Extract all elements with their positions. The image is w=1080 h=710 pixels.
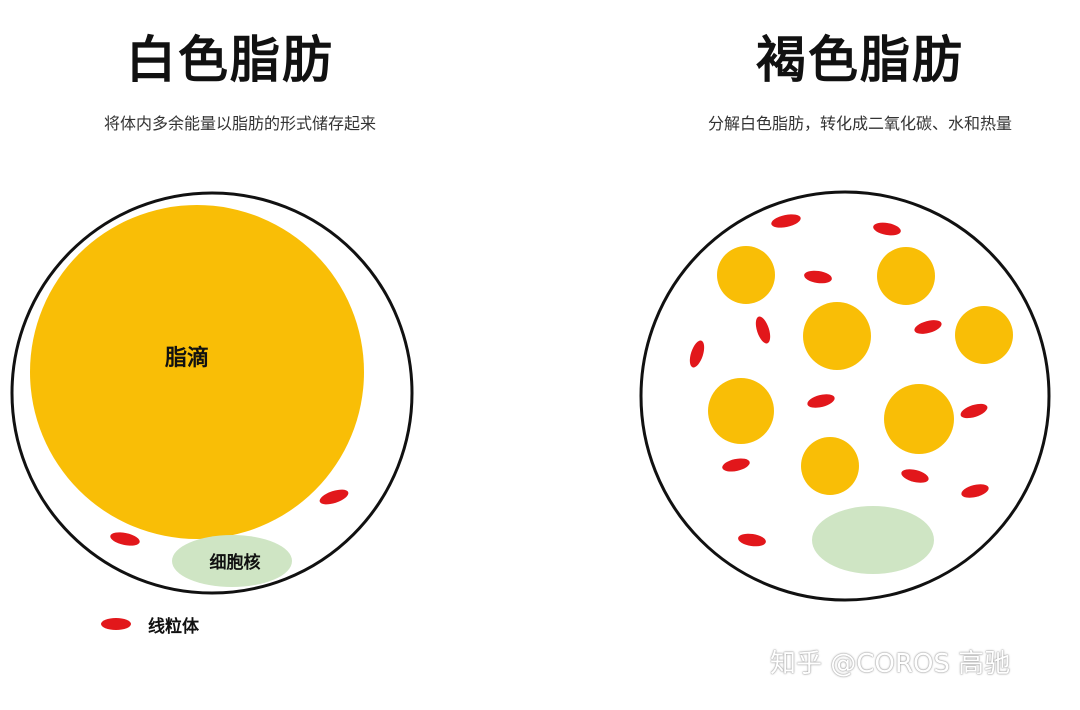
brown-fat-title: 褐色脂肪	[756, 31, 964, 89]
nucleus	[812, 506, 934, 574]
lipid-droplet	[803, 302, 871, 370]
white-fat-title: 白色脂肪	[126, 31, 334, 89]
lipid-droplet	[708, 378, 774, 444]
legend: 线粒体	[101, 616, 200, 637]
mitochondrion	[110, 532, 140, 546]
white-fat-cell: 脂滴 细胞核	[10, 191, 414, 595]
lipid-droplet	[877, 247, 935, 305]
mitochondrion	[738, 533, 766, 547]
lipid-droplet	[955, 306, 1013, 364]
mitochondrion	[961, 484, 989, 498]
nucleus	[172, 535, 292, 587]
lipid-droplet	[884, 384, 954, 454]
lipid-droplet	[801, 437, 859, 495]
mitochondrion	[689, 340, 705, 368]
lipid-droplet	[30, 205, 364, 539]
mitochondrion	[873, 222, 901, 236]
nucleus-label: 细胞核	[210, 552, 261, 573]
mitochondrion	[319, 489, 349, 505]
mitochondrion	[771, 214, 801, 228]
legend-mitochondrion-swatch	[101, 618, 131, 630]
mitochondrion	[960, 403, 988, 419]
mitochondrion	[722, 458, 750, 472]
legend-mitochondria-label: 线粒体	[148, 616, 200, 637]
lipid-droplet-label: 脂滴	[165, 345, 209, 371]
mitochondrion	[755, 316, 771, 344]
lipid-droplet	[717, 246, 775, 304]
mitochondrion	[804, 270, 832, 284]
mitochondrion	[807, 394, 835, 408]
white-fat-subtitle: 将体内多余能量以脂肪的形式储存起来	[103, 114, 376, 133]
brown-fat-subtitle: 分解白色脂肪，转化成二氧化碳、水和热量	[707, 114, 1012, 133]
brown-fat-cell	[639, 190, 1051, 602]
mitochondrion	[914, 320, 942, 334]
watermark: 知乎 @COROS 高驰	[770, 649, 1011, 679]
mitochondrion	[901, 469, 929, 483]
